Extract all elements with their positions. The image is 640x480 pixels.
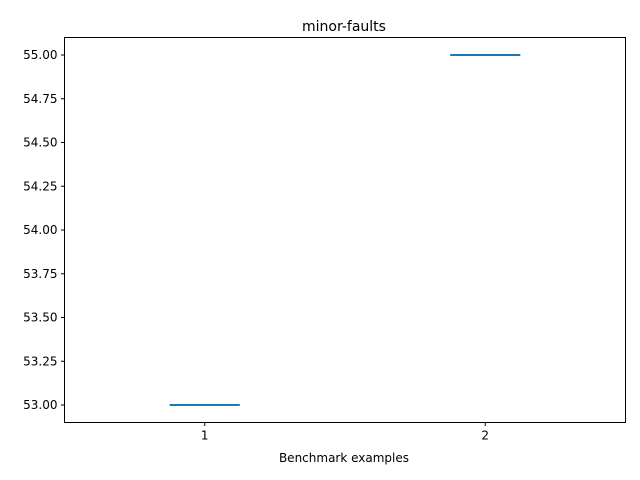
y-tick-label: 53.75 — [23, 267, 57, 281]
y-tick-label: 54.75 — [23, 92, 57, 106]
y-tick-label: 53.25 — [23, 354, 57, 368]
y-tick-label: 55.00 — [23, 48, 57, 62]
box-marks — [169, 54, 521, 406]
y-tick-label: 54.25 — [23, 179, 57, 193]
y-tick-label: 54.00 — [23, 223, 57, 237]
x-tick-label: 1 — [201, 429, 209, 443]
chart-title: minor-faults — [302, 19, 386, 35]
x-tick-label: 2 — [481, 429, 489, 443]
y-tick-label: 53.00 — [23, 398, 57, 412]
y-tick-label: 53.50 — [23, 311, 57, 325]
y-tick-label: 54.50 — [23, 136, 57, 150]
x-axis-label: Benchmark examples — [279, 451, 409, 465]
ticks: 53.00 53.25 53.50 53.75 54.00 54.25 54.50 54.75… — [23, 48, 489, 443]
plot-frame — [64, 37, 626, 423]
